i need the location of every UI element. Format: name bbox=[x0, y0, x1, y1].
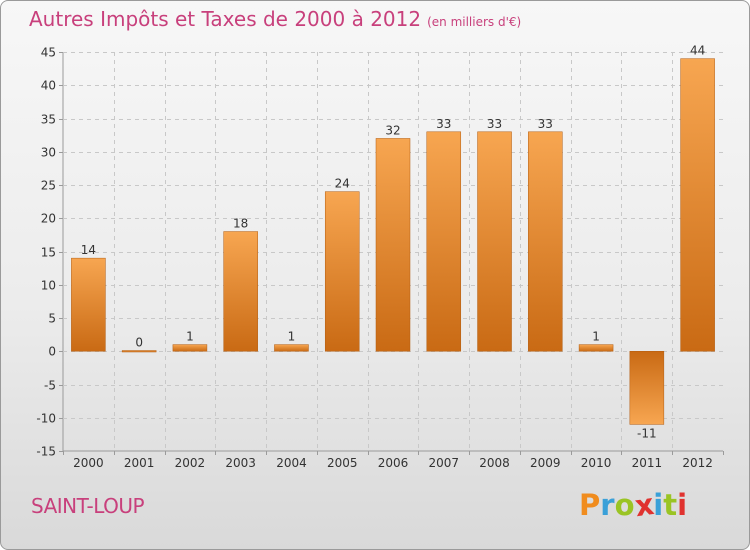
logo-letter: P bbox=[579, 488, 601, 522]
x-tick-label-2004: 2004 bbox=[276, 456, 307, 470]
value-label-2011: -11 bbox=[637, 426, 657, 440]
y-tick-label: 45 bbox=[41, 46, 56, 60]
y-tick-label: -5 bbox=[44, 379, 56, 393]
commune-name: SAINT-LOUP bbox=[31, 494, 145, 518]
bar-2008 bbox=[477, 131, 512, 352]
y-tick-label: -10 bbox=[36, 412, 56, 426]
proxiti-logo: Proxiti bbox=[579, 486, 688, 524]
x-tick-label-2001: 2001 bbox=[124, 456, 155, 470]
y-tick-label: 0 bbox=[48, 345, 56, 359]
x-tick-label-2000: 2000 bbox=[73, 456, 104, 470]
bar-2001 bbox=[121, 350, 157, 353]
bar-2002 bbox=[172, 344, 208, 352]
x-tick-label-2011: 2011 bbox=[632, 456, 663, 470]
y-tick-label: 10 bbox=[41, 279, 56, 293]
chart-title: Autres Impôts et Taxes de 2000 à 2012 (en… bbox=[29, 7, 521, 31]
bar-2011 bbox=[629, 351, 665, 425]
x-tick-label-2010: 2010 bbox=[581, 456, 612, 470]
y-tick-label: 30 bbox=[41, 146, 56, 160]
value-label-2002: 1 bbox=[186, 330, 194, 344]
y-tick-label: -15 bbox=[36, 445, 56, 459]
value-label-2000: 14 bbox=[81, 243, 96, 257]
logo-letter: i bbox=[677, 488, 688, 522]
x-tick-label-2005: 2005 bbox=[327, 456, 358, 470]
value-label-2005: 24 bbox=[335, 177, 350, 191]
unit-label: (en milliers d'€) bbox=[427, 15, 522, 29]
x-tick-label-2012: 2012 bbox=[682, 456, 713, 470]
y-tick-label: 25 bbox=[41, 179, 56, 193]
x-tick-label-2009: 2009 bbox=[530, 456, 561, 470]
bar-2000 bbox=[71, 257, 106, 352]
bar-2010 bbox=[578, 344, 614, 352]
bar-2006 bbox=[375, 138, 411, 352]
bar-2012 bbox=[680, 58, 715, 352]
logo-letter: r bbox=[600, 488, 615, 522]
bar-2007 bbox=[426, 131, 462, 352]
title-text: Autres Impôts et Taxes de 2000 à 2012 bbox=[29, 7, 422, 31]
bar-2009 bbox=[528, 131, 563, 352]
value-label-2006: 32 bbox=[385, 123, 400, 137]
logo-letter: x bbox=[632, 486, 656, 524]
y-tick-label: 5 bbox=[48, 312, 56, 326]
logo-letter: i bbox=[653, 488, 664, 522]
x-tick-label-2007: 2007 bbox=[428, 456, 459, 470]
value-label-2010: 1 bbox=[592, 330, 600, 344]
bar-2005 bbox=[324, 191, 360, 352]
bar-2003 bbox=[223, 231, 258, 352]
y-tick-label: 35 bbox=[41, 113, 56, 127]
x-tick-label-2006: 2006 bbox=[378, 456, 409, 470]
value-label-2009: 33 bbox=[538, 117, 553, 131]
value-label-2001: 0 bbox=[135, 336, 143, 350]
x-tick-label-2003: 2003 bbox=[225, 456, 256, 470]
x-tick-label-2002: 2002 bbox=[175, 456, 206, 470]
y-tick-label: 20 bbox=[41, 212, 56, 226]
y-tick-label: 15 bbox=[41, 246, 56, 260]
y-tick-label: 40 bbox=[41, 79, 56, 93]
value-label-2012: 44 bbox=[690, 44, 705, 58]
logo-letter: t bbox=[663, 488, 678, 522]
bar-2004 bbox=[274, 344, 309, 352]
logo-letter: o bbox=[614, 488, 635, 522]
value-label-2008: 33 bbox=[487, 117, 502, 131]
value-label-2007: 33 bbox=[436, 117, 451, 131]
value-label-2004: 1 bbox=[288, 330, 296, 344]
value-label-2003: 18 bbox=[233, 217, 248, 231]
x-tick-label-2008: 2008 bbox=[479, 456, 510, 470]
